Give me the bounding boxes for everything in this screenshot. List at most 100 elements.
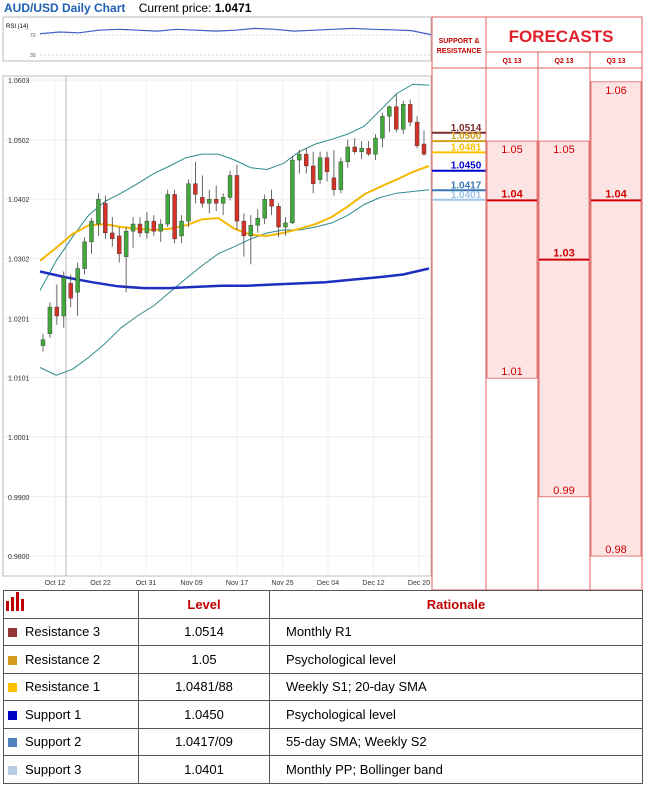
candle-body (317, 157, 323, 180)
candle-body (297, 153, 302, 161)
row-level: 1.0514 (138, 617, 270, 646)
row-rationale: Monthly PP; Bollinger band (269, 755, 643, 784)
candle-body (123, 230, 129, 257)
support-resistance-panel: SUPPORT & RESISTANCE 1.05141.05001.04811… (431, 16, 487, 590)
price-panel: 1.0603 1.0502 1.0402 1.0302 1.0201 1.0101 1.00… (2, 75, 432, 587)
forecast-high-label: 1.06 (605, 85, 626, 97)
candle-body (200, 197, 205, 204)
color-swatch (8, 738, 17, 748)
candle-body (220, 197, 226, 204)
forecast-low-label: 0.98 (605, 544, 626, 556)
forecast-columns: Q1 13 1.05 1.01 1.04 Q2 13 1.05 0.99 1.03 Q3 13 1… (486, 52, 642, 590)
candle-body (47, 306, 53, 334)
rsi-level-30: 30 (30, 53, 36, 59)
sr-level-label: 1.0514 (451, 123, 482, 134)
candle-body (234, 175, 240, 222)
candle-body (387, 106, 392, 117)
candle-body (103, 203, 108, 234)
row-rationale: Monthly R1 (269, 617, 643, 646)
rsi-level-70: 70 (30, 33, 36, 39)
grid (3, 76, 431, 576)
color-swatch (8, 628, 17, 638)
candle-body (172, 194, 177, 240)
candle (123, 227, 129, 293)
x-tick-label: Nov 09 (180, 580, 202, 587)
candle-body (380, 115, 385, 139)
y-tick-label: 0.9800 (8, 554, 30, 561)
candle-body (151, 220, 157, 232)
candle (366, 141, 371, 156)
candle (179, 215, 184, 244)
candle-body (110, 232, 115, 240)
candle (324, 151, 330, 182)
candle-body (352, 146, 357, 152)
candle-body (207, 198, 212, 204)
candle (116, 227, 122, 263)
candle-body (366, 147, 371, 155)
forecast-low-label: 0.99 (553, 485, 574, 497)
row-rationale: Psychological level (269, 645, 643, 674)
candle-body (414, 121, 420, 147)
candle (151, 215, 157, 236)
rationale-header: Rationale (269, 590, 643, 619)
color-swatch (8, 655, 17, 665)
forecast-mid-label: 1.04 (501, 188, 523, 200)
candle (255, 209, 260, 233)
sma-long-line (39, 267, 430, 290)
candle-body (82, 241, 87, 269)
candle (40, 333, 46, 352)
candle (421, 130, 427, 156)
candle-body (61, 277, 66, 317)
candle (234, 164, 240, 230)
candle-body (144, 220, 150, 234)
candle (193, 161, 198, 204)
forecast-high-label: 1.05 (553, 144, 574, 156)
candle (165, 189, 170, 228)
y-tick-label: 1.0402 (8, 197, 30, 204)
candle (207, 189, 212, 214)
candle (130, 216, 136, 248)
candle (54, 284, 60, 325)
table-row: Support 2 1.0417/09 55-day SMA; Weekly S… (3, 727, 643, 756)
candle-body (394, 106, 399, 130)
x-tick-label: Oct 31 (136, 580, 157, 587)
candle-body (255, 217, 260, 226)
row-name: Resistance 1 (25, 679, 101, 695)
forecast-range-box (590, 81, 642, 557)
forecast-low-label: 1.01 (501, 366, 522, 378)
color-swatch (8, 683, 17, 693)
y-tick-label: 1.0502 (8, 138, 30, 145)
x-tick-label: Dec 04 (317, 580, 339, 587)
rsi-label: RSI (14) (6, 24, 28, 30)
candle-body (68, 283, 73, 299)
candle-body (137, 223, 143, 234)
forecast-mid-label: 1.03 (553, 248, 574, 260)
candle-body (193, 183, 198, 195)
candle-body (241, 220, 247, 237)
y-tick-label: 1.0603 (8, 78, 30, 85)
candle-body (165, 194, 170, 225)
chart-header: AUD/USD Daily Chart Current price: 1.047… (4, 1, 251, 15)
candle (407, 99, 413, 127)
sr-title-line1: SUPPORT & (439, 38, 480, 45)
candle-body (116, 235, 122, 254)
candle-body (283, 222, 288, 228)
price-frame (2, 75, 432, 577)
x-tick-label: Oct 22 (90, 580, 111, 587)
candle (283, 216, 288, 236)
chart-title: AUD/USD Daily Chart (4, 1, 126, 15)
candle (200, 175, 205, 208)
candle-body (179, 220, 184, 237)
row-name: Support 2 (25, 734, 82, 750)
levels-table: Level Rationale Resistance 3 1.0514 Mont… (3, 590, 643, 784)
table-row: Resistance 2 1.05 Psychological level (3, 645, 643, 674)
row-name: Resistance 2 (25, 651, 101, 667)
candle-body (40, 339, 46, 346)
row-level: 1.0450 (138, 700, 270, 729)
candle (359, 141, 364, 159)
forecast-range-box (538, 140, 590, 498)
rsi-series-line (39, 27, 432, 36)
rsi-panel: RSI (14) 70 30 (2, 16, 432, 62)
row-level: 1.0481/88 (138, 672, 270, 701)
candle (158, 219, 163, 242)
